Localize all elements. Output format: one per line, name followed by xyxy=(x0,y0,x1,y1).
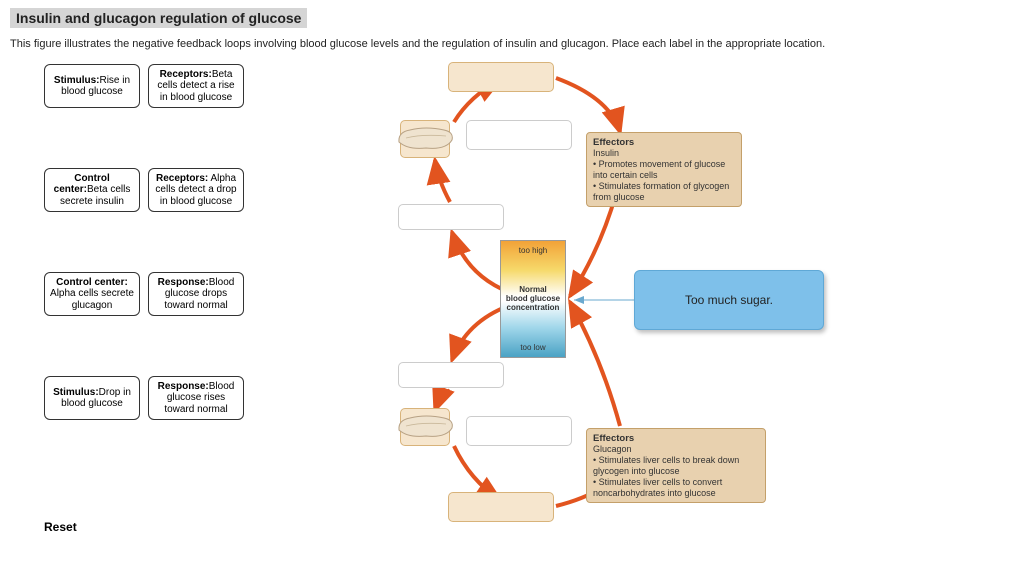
hint-callout-text: Too much sugar. xyxy=(685,293,773,307)
reset-button[interactable]: Reset xyxy=(44,520,77,534)
draggable-label-L6[interactable]: Stimulus:Drop in blood glucose xyxy=(44,376,140,420)
drop-slot-top[interactable] xyxy=(448,62,554,92)
drop-slot-lo_mid[interactable] xyxy=(398,362,504,388)
pancreas-icon xyxy=(396,124,456,152)
draggable-label-L3[interactable]: Receptors: Alpha cells detect a drop in … xyxy=(148,168,244,212)
draggable-label-L2[interactable]: Control center:Beta cells secrete insuli… xyxy=(44,168,140,212)
draggable-label-L7[interactable]: Response:Blood glucose rises toward norm… xyxy=(148,376,244,420)
drop-slot-lo_right[interactable] xyxy=(466,416,572,446)
intro-text: This figure illustrates the negative fee… xyxy=(10,38,825,50)
draggable-label-L4[interactable]: Control center: Alpha cells secrete gluc… xyxy=(44,272,140,316)
drop-slot-bottom[interactable] xyxy=(448,492,554,522)
effector-box-insulin: EffectorsInsulin• Promotes movement of g… xyxy=(586,132,742,207)
gauge-top-label: too high xyxy=(501,246,565,255)
hint-callout: Too much sugar. xyxy=(634,270,824,330)
draggable-label-L1[interactable]: Receptors:Beta cells detect a rise in bl… xyxy=(148,64,244,108)
pancreas-icon xyxy=(396,412,456,440)
glucose-gauge: too high Normal blood glucose concentrat… xyxy=(500,240,566,358)
gauge-bottom-label: too low xyxy=(501,343,565,352)
draggable-label-L0[interactable]: Stimulus:Rise in blood glucose xyxy=(44,64,140,108)
effector-box-glucagon: EffectorsGlucagon• Stimulates liver cell… xyxy=(586,428,766,503)
drop-slot-up_right[interactable] xyxy=(466,120,572,150)
drop-slot-up_mid[interactable] xyxy=(398,204,504,230)
draggable-label-L5[interactable]: Response:Blood glucose drops toward norm… xyxy=(148,272,244,316)
gauge-mid-label: Normal blood glucose concentration xyxy=(501,286,565,312)
page-title: Insulin and glucagon regulation of gluco… xyxy=(10,8,307,28)
